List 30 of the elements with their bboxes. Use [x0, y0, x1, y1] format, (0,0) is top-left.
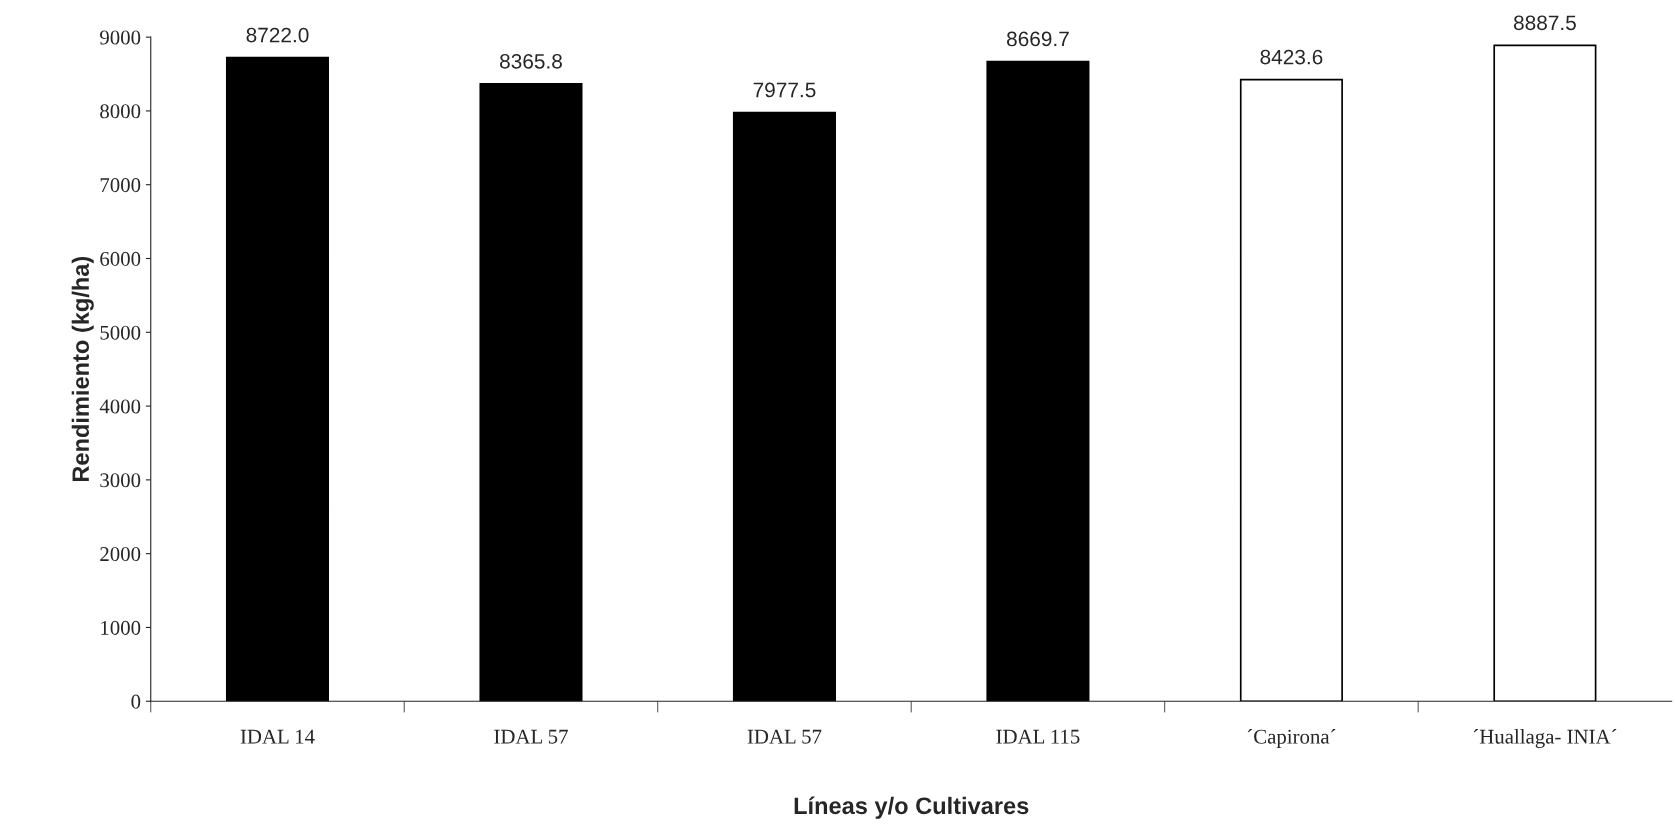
y-tick-label: 1000 [101, 620, 141, 635]
bar [479, 83, 583, 702]
y-tick-label: 4000 [99, 399, 141, 414]
y-tick-label: 5000 [100, 325, 141, 340]
data-label: 8887.5 [1513, 15, 1576, 31]
y-tick-label: 0 [131, 694, 141, 709]
x-tick-label: ´Capirona´ [1247, 729, 1336, 748]
x-tick-label: ´Huallaga- INIA´ [1473, 729, 1617, 749]
x-tick-label: IDAL 14 [240, 729, 315, 744]
y-tick-label: 8000 [100, 104, 141, 119]
x-axis-title: Líneas y/o Cultivares [794, 796, 1029, 819]
bar [732, 111, 836, 702]
data-label: 8669.7 [1006, 31, 1069, 47]
x-tick-label: IDAL 115 [996, 729, 1080, 744]
bar [225, 56, 330, 702]
bar [1239, 78, 1343, 702]
y-tick-label: 9000 [100, 30, 141, 45]
y-tick-label: 2000 [100, 547, 141, 562]
y-tick-label: 7000 [100, 178, 141, 193]
x-tick-label: IDAL 57 [494, 729, 568, 744]
data-label: 8365.8 [500, 53, 562, 69]
data-label: 7977.5 [753, 82, 816, 98]
bar [986, 60, 1090, 702]
y-axis-title: Rendimiento (kg/ha) [71, 256, 94, 482]
bar [1493, 44, 1597, 702]
data-label: 8722.0 [246, 27, 309, 43]
y-tick-label: 3000 [100, 473, 141, 488]
y-tick-label: 6000 [100, 251, 141, 266]
data-label: 8423.6 [1260, 49, 1323, 65]
x-tick-label: IDAL 57 [747, 729, 822, 744]
